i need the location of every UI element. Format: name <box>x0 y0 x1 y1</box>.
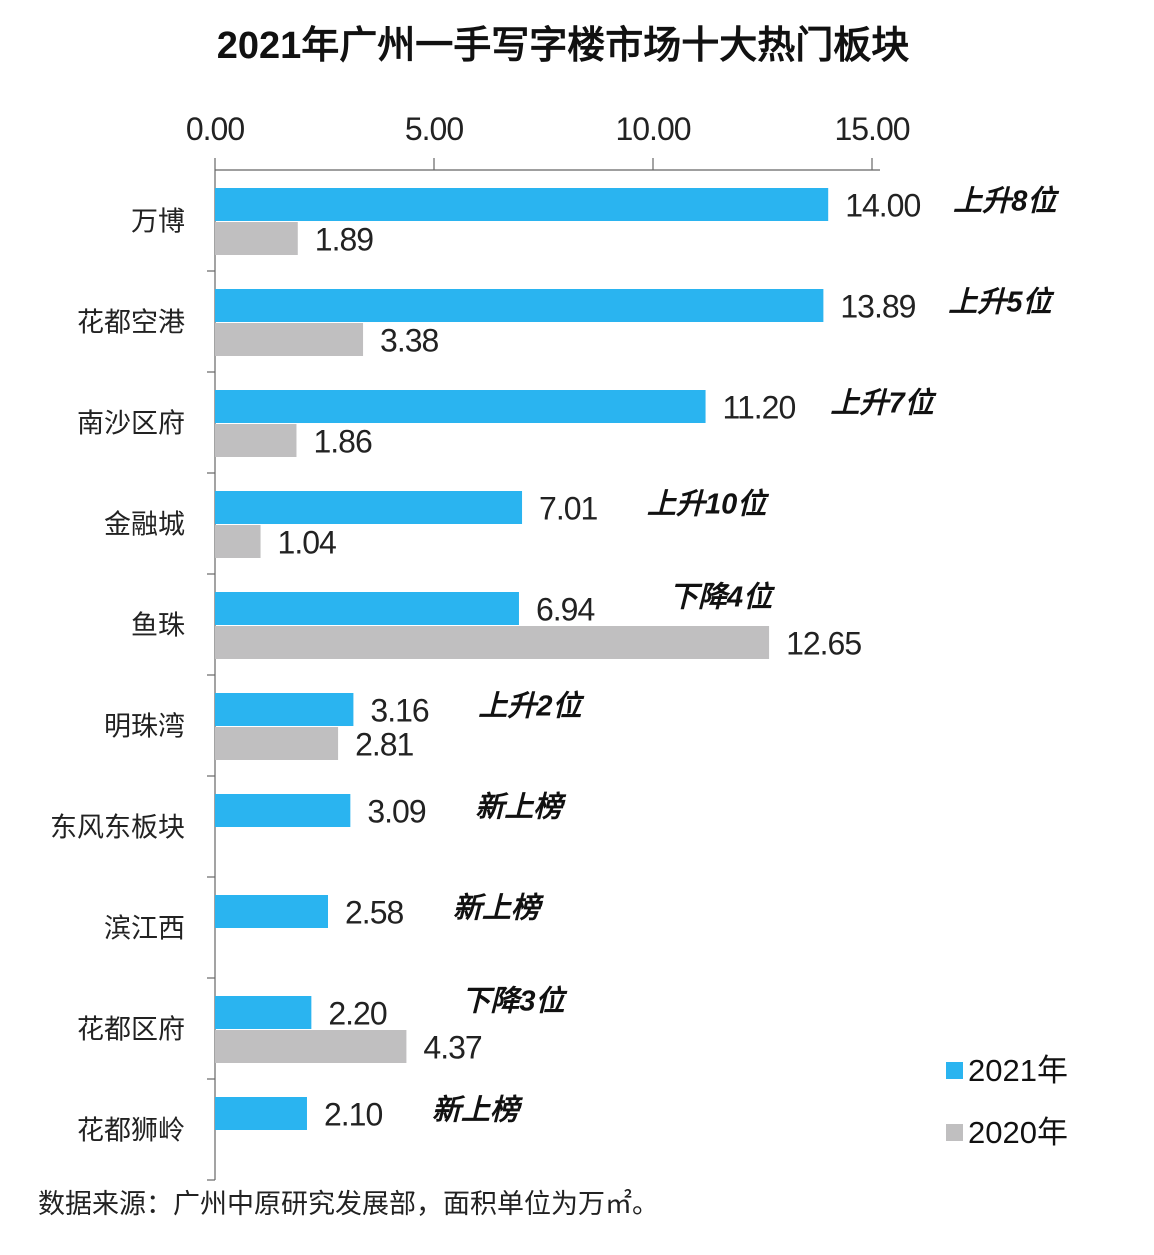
bar-2020 <box>215 727 339 760</box>
rank-change-annotation: 下降4位 <box>669 581 775 614</box>
legend: 2021年 2020年 <box>946 1053 1068 1150</box>
rank-change-annotation: 新上榜 <box>432 1094 523 1127</box>
rank-change-annotation: 上升7位 <box>831 387 937 420</box>
bars: 14.00 1.89 上升8位 13.89 3.38 上升5位 11.20 1.86 上升7位 7… <box>215 185 1059 1133</box>
category-label: 花都狮岭 <box>77 1116 185 1146</box>
bar-2021 <box>215 592 519 625</box>
value-label-2020: 1.86 <box>313 424 371 460</box>
bar-2021 <box>215 794 351 827</box>
rank-change-annotation: 上升2位 <box>478 690 584 723</box>
value-label-2021: 11.20 <box>723 390 796 426</box>
value-label-2021: 2.10 <box>324 1097 382 1133</box>
category-label: 东风东板块 <box>50 813 185 843</box>
bar-2021 <box>215 1097 307 1130</box>
category-label: 明珠湾 <box>104 712 185 742</box>
value-label-2021: 14.00 <box>845 188 920 224</box>
value-label-2020: 3.38 <box>380 323 438 359</box>
legend-swatch <box>946 1062 963 1079</box>
category-label: 南沙区府 <box>77 409 185 439</box>
bar-2021 <box>215 188 829 221</box>
value-label-2021: 13.89 <box>840 289 915 325</box>
x-tick-label: 5.00 <box>405 111 463 147</box>
rank-change-annotation: 上升8位 <box>953 185 1059 218</box>
rank-change-annotation: 上升10位 <box>647 488 769 521</box>
value-label-2021: 6.94 <box>536 592 594 628</box>
value-label-2021: 3.09 <box>367 794 425 830</box>
bar-2020 <box>215 323 364 356</box>
category-label: 万博 <box>131 207 185 237</box>
bar-2021 <box>215 996 312 1029</box>
value-label-2020: 2.81 <box>355 727 413 763</box>
bar-2020 <box>215 1030 407 1063</box>
x-tick-label: 15.00 <box>834 111 909 147</box>
value-label-2021: 3.16 <box>370 693 428 729</box>
x-tick-label: 0.00 <box>186 111 244 147</box>
bar-2020 <box>215 424 297 457</box>
category-label: 鱼珠 <box>131 611 185 641</box>
bar-2021 <box>215 693 354 726</box>
category-label: 金融城 <box>104 510 185 540</box>
value-label-2021: 2.58 <box>345 895 403 931</box>
x-tick-label: 10.00 <box>615 111 690 147</box>
value-label-2021: 7.01 <box>539 491 597 527</box>
rank-change-annotation: 上升5位 <box>948 286 1054 319</box>
bar-2021 <box>215 895 329 928</box>
rank-change-annotation: 新上榜 <box>475 791 566 824</box>
rank-change-annotation: 新上榜 <box>453 892 544 925</box>
legend-label: 2020年 <box>968 1115 1068 1150</box>
bar-2021 <box>215 491 523 524</box>
bar-2020 <box>215 626 770 659</box>
category-label: 花都区府 <box>77 1015 185 1045</box>
value-label-2020: 12.65 <box>786 626 861 662</box>
value-label-2020: 4.37 <box>423 1030 481 1066</box>
rank-change-annotation: 下降3位 <box>461 985 567 1018</box>
value-label-2020: 1.04 <box>278 525 336 561</box>
value-label-2021: 2.20 <box>328 996 386 1032</box>
legend-swatch <box>946 1124 963 1141</box>
bar-2021 <box>215 289 824 322</box>
legend-label: 2021年 <box>968 1053 1068 1088</box>
bar-2020 <box>215 222 298 255</box>
category-label: 滨江西 <box>104 914 185 944</box>
value-label-2020: 1.89 <box>315 222 373 258</box>
source-note: 数据来源：广州中原研究发展部，面积单位为万㎡。 <box>38 1189 659 1219</box>
bar-2021 <box>215 390 706 423</box>
x-axis: 0.00 5.00 10.00 15.00 <box>186 111 911 1180</box>
chart-title: 2021年广州一手写字楼市场十大热门板块 <box>217 25 910 67</box>
bar-2020 <box>215 525 261 558</box>
category-label: 花都空港 <box>77 308 185 338</box>
